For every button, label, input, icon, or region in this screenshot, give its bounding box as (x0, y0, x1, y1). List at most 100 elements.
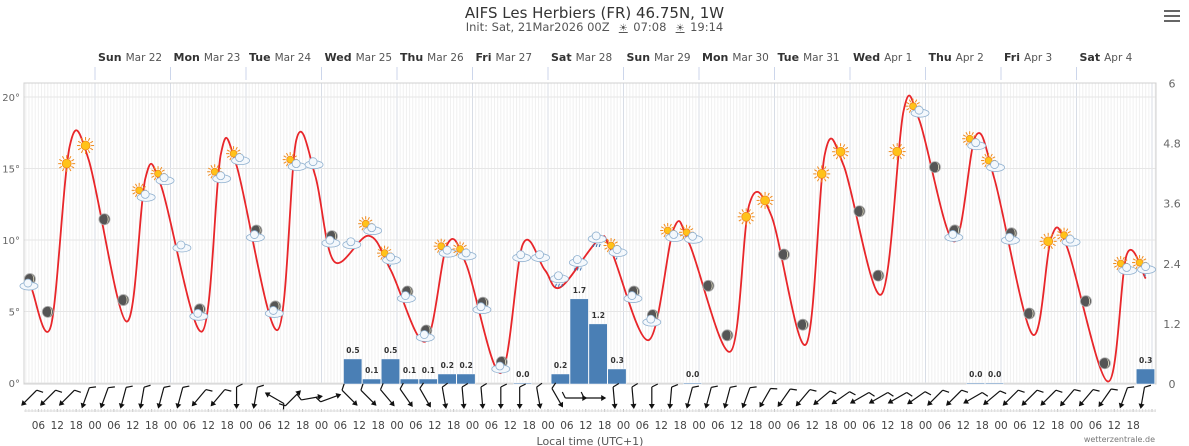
sun-ray (767, 192, 770, 196)
wind-feather (419, 382, 425, 389)
wind-barb-icon (813, 390, 837, 406)
wind-barb-icon (341, 383, 358, 406)
sun-ray (226, 149, 230, 152)
sun-ray (738, 212, 742, 215)
wind-feather (551, 382, 557, 389)
cloud-puff (176, 240, 186, 250)
sun-ray (135, 183, 138, 187)
day-date: Mar 26 (427, 52, 464, 64)
wind-arrowhead (58, 400, 65, 406)
wind-barb-icon (795, 388, 817, 407)
sun-ray (283, 161, 287, 164)
precip-label: 1.7 (573, 286, 586, 295)
cloud-puff (140, 189, 150, 199)
sun-cloud-icon (1113, 256, 1138, 275)
hour-tick-label: 18 (598, 420, 611, 432)
cloud-rain-icon (587, 231, 607, 248)
rain-drop (576, 267, 579, 271)
day-date: Apr 1 (884, 52, 912, 64)
hour-tick-label: 12 (881, 420, 894, 432)
sun-ray (207, 173, 212, 176)
sun-cloud-icon (433, 238, 458, 258)
sun-ray (973, 134, 977, 137)
day-date: Mar 25 (356, 52, 393, 64)
moon-icon (702, 279, 715, 292)
sun-ray (817, 166, 820, 170)
sun-ray (604, 241, 608, 244)
sun-cloud-icon (1056, 227, 1081, 247)
wind-arrowhead (233, 404, 240, 409)
hour-tick-label: 06 (107, 420, 121, 432)
hour-tick-label: 12 (353, 420, 366, 432)
wind-feather (126, 385, 133, 388)
cloud-puff (235, 153, 244, 163)
wind-barb-icon (191, 388, 213, 407)
sun-ray (210, 175, 213, 179)
moon-crescent (427, 325, 431, 336)
wind-arrowhead (497, 404, 504, 409)
sun-ray (663, 223, 666, 227)
sun-ray (283, 155, 287, 158)
precip-bar (588, 323, 608, 385)
sun-ray (87, 150, 91, 154)
sun-ray (990, 153, 993, 157)
sun-ray (1052, 243, 1056, 247)
wind-arrowhead (460, 403, 467, 409)
sun-ray (760, 192, 763, 196)
wind-barb-icon (703, 385, 718, 409)
hour-tick-label: 06 (183, 420, 197, 432)
sun-ray (293, 155, 297, 158)
sun-ray (892, 156, 895, 160)
sun-ray (832, 154, 837, 157)
moon-icon (1080, 295, 1092, 308)
moon-crescent (332, 231, 337, 242)
day-date: Mar 22 (126, 52, 163, 64)
sun-cloud-icon (226, 146, 250, 166)
sun-ray (760, 204, 763, 209)
wind-arrowhead (351, 400, 358, 406)
cloud-puff (461, 248, 471, 258)
sun-ray (614, 241, 618, 244)
wind-arrowhead (1098, 401, 1104, 408)
wind-feather (924, 391, 932, 396)
day-date: Mar 30 (732, 52, 769, 64)
rain-drop (557, 283, 560, 287)
wind-arrowhead (536, 403, 543, 409)
sun-ray (153, 166, 157, 171)
sun-ray (971, 131, 974, 136)
sun-ray (453, 250, 457, 254)
cloud-puff (554, 271, 563, 281)
sun-ray (1132, 258, 1136, 261)
hamburger-menu-icon[interactable] (1164, 10, 1180, 25)
hour-tick-label: 18 (220, 420, 233, 432)
wind-feather (480, 383, 488, 388)
day-date: Mar 27 (496, 52, 533, 64)
sun-ray (444, 241, 448, 245)
sun-disc (741, 211, 752, 222)
hour-tick-label: 18 (824, 420, 837, 432)
sun-ray (377, 248, 381, 252)
sun-ray (748, 209, 751, 213)
init-time: Init: Sat, 21Mar2026 00Z (465, 20, 610, 34)
sun-ray (1116, 256, 1119, 260)
sun-ray (889, 153, 893, 157)
cloud-puff (572, 255, 582, 264)
wind-barb-icon (99, 386, 115, 409)
hour-tick-label: 06 (560, 420, 574, 432)
sun-disc (456, 245, 464, 253)
moon-crescent (502, 356, 507, 367)
sun-ray (71, 165, 75, 169)
hour-tick-label: 06 (711, 420, 725, 432)
sun-ray (361, 216, 364, 221)
sun-ray (899, 143, 902, 148)
wind-arrowhead (370, 400, 377, 406)
sun-disc (437, 242, 446, 251)
moon-cloud-icon (19, 273, 39, 291)
sun-ray (455, 242, 459, 246)
sun-disc (229, 149, 238, 158)
moon-crescent (634, 286, 639, 297)
moon-disc (853, 205, 866, 218)
moon-crescent (276, 301, 280, 312)
sun-disc (154, 169, 162, 178)
cloud-puff (627, 291, 637, 300)
